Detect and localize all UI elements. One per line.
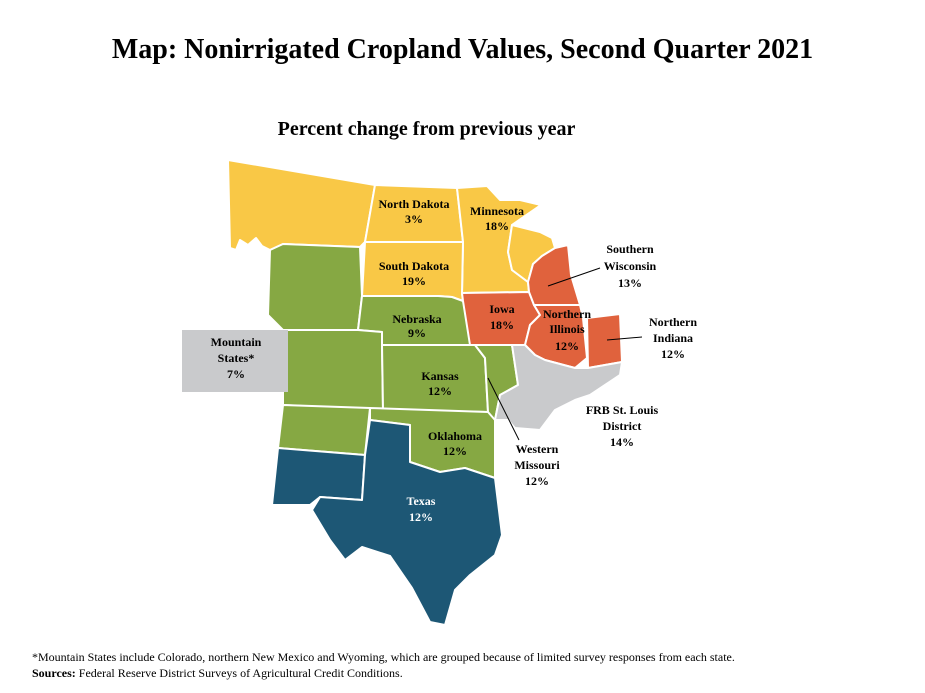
leader-line-western-missouri (487, 377, 520, 441)
mountain-states-box (182, 330, 288, 392)
value-western-missouri: 12% (525, 474, 549, 488)
label-northern-indiana-2: Indiana (653, 331, 693, 345)
label-northern-illinois-1: Northern (543, 307, 591, 321)
value-frb-st-louis: 14% (610, 435, 634, 449)
value-kansas: 12% (428, 384, 452, 398)
label-mountain-states-1: Mountain (211, 335, 262, 349)
region-frb-st-louis (494, 344, 623, 431)
footnote: *Mountain States include Colorado, north… (32, 649, 912, 681)
region-southern-new-mexico (271, 447, 366, 506)
value-oklahoma: 12% (443, 444, 467, 458)
value-mountain-states: 7% (227, 367, 245, 381)
label-southern-wisconsin-2: Wisconsin (604, 259, 657, 273)
value-iowa: 18% (490, 318, 514, 332)
value-nebraska: 9% (408, 326, 426, 340)
map-subtitle: Percent change from previous year (277, 118, 576, 140)
region-northern-indiana (586, 313, 623, 369)
region-wyoming (267, 243, 363, 331)
value-southern-wisconsin: 13% (618, 276, 642, 290)
label-texas: Texas (407, 494, 436, 508)
label-kansas: Kansas (421, 369, 459, 383)
region-montana (227, 159, 376, 251)
label-north-dakota: North Dakota (379, 197, 450, 211)
leader-line-southern-wisconsin (547, 267, 601, 287)
label-northern-illinois-2: Illinois (549, 322, 585, 336)
leader-line-northern-indiana (606, 336, 643, 341)
region-northern-new-mexico (277, 404, 371, 456)
label-western-missouri-1: Western (516, 442, 559, 456)
label-frb-st-louis-2: District (603, 419, 642, 433)
region-map: North Dakota 3% Minnesota 18% South Dako… (182, 159, 697, 626)
region-texas (311, 419, 503, 626)
value-north-dakota: 3% (405, 212, 423, 226)
label-southern-wisconsin-1: Southern (606, 242, 654, 256)
label-iowa: Iowa (489, 302, 514, 316)
footnote-note: *Mountain States include Colorado, north… (32, 650, 735, 664)
label-mountain-states-2: States* (218, 351, 255, 365)
map-title: Map: Nonirrigated Cropland Values, Secon… (111, 34, 814, 65)
label-nebraska: Nebraska (392, 312, 441, 326)
label-northern-indiana-1: Northern (649, 315, 697, 329)
value-northern-illinois: 12% (555, 339, 579, 353)
label-oklahoma: Oklahoma (428, 429, 482, 443)
label-frb-st-louis-1: FRB St. Louis (586, 403, 659, 417)
value-minnesota: 18% (485, 219, 509, 233)
value-south-dakota: 19% (402, 274, 426, 288)
label-western-missouri-2: Missouri (514, 458, 560, 472)
value-northern-indiana: 12% (661, 347, 685, 361)
region-southern-wisconsin (527, 244, 581, 306)
region-colorado (282, 329, 384, 411)
sources-text: Federal Reserve District Surveys of Agri… (75, 666, 403, 680)
sources-label: Sources: (32, 666, 76, 680)
label-south-dakota: South Dakota (379, 259, 449, 273)
label-minnesota: Minnesota (470, 204, 524, 218)
value-texas: 12% (409, 510, 433, 524)
footnote-sources: Sources: Federal Reserve District Survey… (32, 665, 912, 681)
